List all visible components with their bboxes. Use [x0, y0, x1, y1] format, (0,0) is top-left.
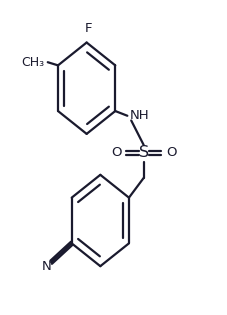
Text: NH: NH	[130, 109, 149, 122]
Text: O: O	[111, 146, 121, 159]
Text: N: N	[41, 261, 51, 273]
Text: F: F	[85, 22, 92, 35]
Text: CH₃: CH₃	[21, 56, 44, 69]
Text: O: O	[165, 146, 175, 159]
Text: S: S	[138, 145, 148, 160]
